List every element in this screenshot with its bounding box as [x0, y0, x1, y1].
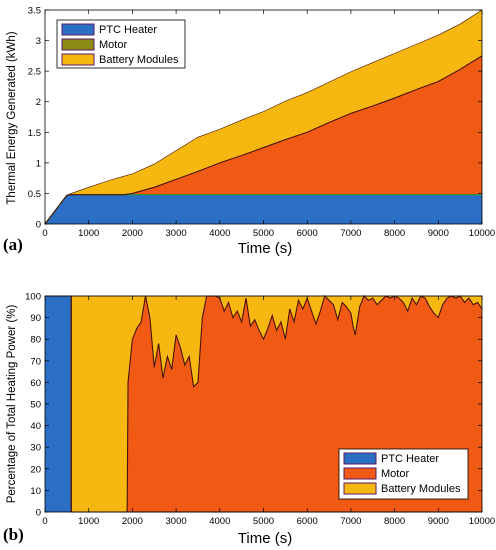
series-area-battery-modules	[45, 296, 482, 512]
x-tick-label: 9000	[428, 228, 449, 239]
x-tick-label: 0	[42, 228, 47, 239]
y-tick-label: 90	[30, 313, 41, 324]
legend-label-ptc-heater: PTC Heater	[99, 24, 157, 36]
y-tick-label: 2.5	[28, 67, 41, 78]
legend-swatch-ptc-heater	[61, 23, 95, 36]
chart-a-legend: PTC Heater Motor Battery Modules	[56, 19, 186, 69]
legend-swatch-ptc-heater	[343, 452, 377, 465]
legend-label-battery-modules: Battery Modules	[99, 54, 179, 66]
chart-b-panel-label: (b)	[3, 525, 24, 544]
series-line-battery-modules	[44, 9, 483, 225]
x-tick-label: 10000	[469, 516, 495, 527]
y-tick-label: 1	[36, 158, 41, 169]
y-tick-label: 60	[30, 378, 41, 389]
chart-a-axes: 0 1000 2000 3000 4000 5000 6000 7000 8000 9000 100…	[28, 6, 495, 240]
legend-swatch-battery-modules	[343, 482, 377, 495]
x-tick-label: 1000	[78, 516, 99, 527]
x-tick-label: 6000	[297, 228, 318, 239]
x-tick-label: 3000	[166, 228, 187, 239]
legend-label-motor: Motor	[381, 468, 409, 480]
chart-a-series	[44, 9, 483, 225]
y-tick-label: 50	[30, 400, 41, 411]
x-tick-label: 10000	[469, 228, 495, 239]
x-tick-label: 8000	[384, 516, 405, 527]
x-tick-label: 6000	[297, 516, 318, 527]
y-tick-label: 80	[30, 335, 41, 346]
chart-b-ylabel: Percentage of Total Heating Power (%)	[6, 305, 18, 504]
x-tick-label: 0	[42, 516, 47, 527]
series-area-motor	[45, 55, 482, 224]
legend-swatch-motor	[343, 467, 377, 480]
x-tick-label: 9000	[428, 516, 449, 527]
chart-a-panel-label: (a)	[3, 235, 23, 254]
x-tick-label: 7000	[340, 228, 361, 239]
series-area-ptc-heater	[45, 194, 482, 224]
legend-swatch-battery-modules	[61, 53, 95, 66]
legend-label-ptc-heater: PTC Heater	[381, 453, 439, 465]
y-tick-label: 40	[30, 421, 41, 432]
y-tick-label: 20	[30, 464, 41, 475]
x-tick-label: 5000	[253, 228, 274, 239]
x-tick-label: 8000	[384, 228, 405, 239]
y-tick-label: 1.5	[28, 128, 41, 139]
x-tick-label: 7000	[340, 516, 361, 527]
chart-a: 0 1000 2000 3000 4000 5000 6000 7000 8000 9000 100…	[3, 6, 495, 258]
y-tick-label: 0	[36, 220, 41, 231]
chart-b-xlabel: Time (s)	[238, 530, 292, 547]
x-tick-label: 2000	[122, 516, 143, 527]
y-tick-label: 0	[36, 508, 41, 519]
x-tick-label: 1000	[78, 228, 99, 239]
series-area-battery-modules	[45, 10, 482, 224]
series-line-motor	[44, 55, 483, 225]
x-tick-label: 4000	[209, 516, 230, 527]
legend-label-motor: Motor	[99, 39, 127, 51]
y-tick-label: 30	[30, 443, 41, 454]
y-tick-label: 100	[25, 292, 41, 303]
y-tick-label: 2	[36, 97, 41, 108]
series-line-motor	[45, 294, 483, 513]
chart-b: 0 1000 2000 3000 4000 5000 6000 7000 8000 9000 100…	[3, 292, 495, 548]
y-tick-label: 0.5	[28, 189, 41, 200]
chart-b-legend: PTC Heater Motor Battery Modules	[338, 448, 469, 500]
legend-label-battery-modules: Battery Modules	[381, 483, 461, 495]
x-tick-label: 2000	[122, 228, 143, 239]
x-tick-label: 3000	[166, 516, 187, 527]
legend-swatch-motor	[61, 38, 95, 51]
y-tick-label: 70	[30, 356, 41, 367]
x-tick-label: 4000	[209, 228, 230, 239]
y-tick-label: 3	[36, 36, 41, 47]
y-tick-label: 10	[30, 486, 41, 497]
chart-b-axes: 0 1000 2000 3000 4000 5000 6000 7000 8000 9000 100…	[25, 292, 495, 528]
chart-a-xlabel: Time (s)	[238, 240, 292, 257]
chart-a-ylabel: Thermal Energy Generated (kWh)	[6, 31, 18, 204]
x-tick-label: 5000	[253, 516, 274, 527]
y-tick-label: 3.5	[28, 6, 41, 17]
